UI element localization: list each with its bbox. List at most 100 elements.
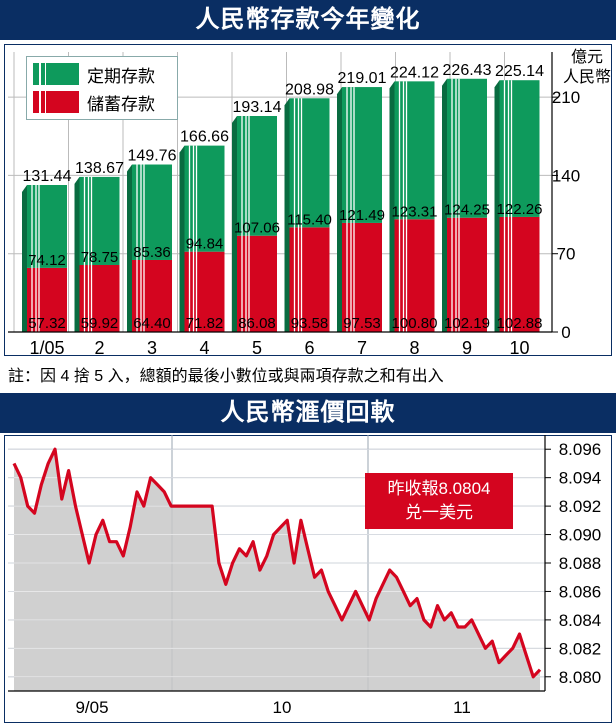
bar-ytick-label: 70 <box>557 245 576 264</box>
bar-ytick-label: 0 <box>561 323 570 342</box>
bar-fixed-label: 123.31 <box>392 203 438 220</box>
bar-savings-label: 97.53 <box>343 315 381 332</box>
bar-side-face <box>127 164 132 332</box>
bar-fixed-segment <box>342 87 382 223</box>
bar-side-face <box>179 145 185 332</box>
deposit-bar-chart: 070140210億元人民幣131.4474.1257.321/05138.67… <box>8 48 611 358</box>
bar-savings-segment <box>289 227 330 332</box>
bar-total-label: 224.12 <box>390 64 439 81</box>
bar-category-label: 2 <box>94 338 104 358</box>
fx-callout-line1: 昨收報8.0804 <box>387 479 491 498</box>
deposit-chart-title: 人民幣存款今年變化 <box>0 0 616 40</box>
legend-item-savings: 儲蓄存款 <box>33 89 155 115</box>
bar-fixed-label: 124.25 <box>444 202 490 219</box>
bar-savings-label: 100.80 <box>392 315 438 332</box>
bar-ytick-label: 210 <box>552 88 580 107</box>
bar-fixed-label: 94.84 <box>186 236 224 253</box>
deposit-panel: 人民幣存款今年變化 0 70 140 210 億元 人民幣 131.44 74.12 57.32… <box>0 0 616 385</box>
bar-fixed-segment <box>27 185 67 268</box>
fx-ytick-label: 8.094 <box>559 469 602 488</box>
bar-side-face <box>337 87 342 332</box>
bar-savings-segment <box>79 264 120 332</box>
legend-label-savings: 儲蓄存款 <box>87 94 155 114</box>
bar-savings-label: 59.92 <box>81 315 119 332</box>
fx-area <box>14 449 540 691</box>
bar-savings-segment <box>342 222 382 332</box>
fx-chart-title: 人民幣滙價回軟 <box>0 393 616 433</box>
bar-savings-segment <box>132 259 172 332</box>
bar-savings-segment <box>27 267 67 332</box>
fx-ytick-label: 8.096 <box>559 440 602 459</box>
bar-category-label: 10 <box>509 338 529 358</box>
bar-fixed-label: 122.26 <box>497 201 543 218</box>
fx-xtick-label: 10 <box>273 698 292 717</box>
bar-fixed-segment <box>132 164 172 260</box>
deposit-legend: 定期存款 儲蓄存款 <box>26 56 178 120</box>
bar-fixed-label: 115.40 <box>287 211 332 228</box>
bar-fixed-label: 74.12 <box>28 252 66 269</box>
bar-fixed-label: 107.06 <box>234 220 280 237</box>
fx-ytick-label: 8.080 <box>559 668 602 687</box>
bar-savings-label: 93.58 <box>291 315 329 332</box>
bar-fixed-segment <box>499 80 540 217</box>
bar-savings-label: 57.32 <box>28 315 66 332</box>
fx-callout-line2: 兑一美元 <box>405 503 473 522</box>
fx-ytick-label: 8.084 <box>559 611 602 630</box>
fx-callout: 昨收報8.0804 兑一美元 <box>365 473 513 529</box>
bar-category-label: 3 <box>147 338 157 358</box>
bar-category-label: 8 <box>409 338 419 358</box>
bar-savings-segment <box>394 219 435 332</box>
bar-fixed-label: 78.75 <box>81 249 119 266</box>
fx-xtick-label: 11 <box>453 698 471 717</box>
bar-savings-label: 64.40 <box>133 315 171 332</box>
bar-savings-segment <box>184 251 225 332</box>
bar-ytick-label: 140 <box>552 166 580 185</box>
bar-savings-label: 71.82 <box>186 315 224 332</box>
bar-side-face <box>494 80 500 332</box>
bar-total-label: 138.67 <box>75 160 124 177</box>
bar-total-label: 226.43 <box>443 62 492 79</box>
bar-savings-label: 102.19 <box>444 315 490 332</box>
fx-panel: 人民幣滙價回軟 8.080 8.082 8.084 8.086 8.088 8.090 8.… <box>0 393 616 724</box>
bar-side-face <box>232 115 237 332</box>
fx-ytick-label: 8.088 <box>559 554 602 573</box>
fx-ytick-label: 8.086 <box>559 582 602 601</box>
bar-savings-segment <box>499 216 540 332</box>
bar-fixed-segment <box>289 98 330 228</box>
bar-total-label: 219.01 <box>338 70 387 87</box>
bar-category-label: 7 <box>357 338 367 358</box>
bar-category-label: 6 <box>304 338 314 358</box>
bar-fixed-segment <box>79 176 120 265</box>
bar-total-label: 193.14 <box>233 99 282 116</box>
bar-fixed-segment <box>394 81 435 220</box>
bar-total-label: 131.44 <box>23 168 72 185</box>
legend-swatch-savings <box>33 91 79 113</box>
bar-total-label: 149.76 <box>128 148 177 165</box>
legend-label-fixed: 定期存款 <box>87 66 155 86</box>
bar-savings-segment <box>237 235 277 332</box>
bar-unit-line2: 人民幣 <box>563 68 611 86</box>
bar-fixed-segment <box>237 115 277 236</box>
bar-savings-label: 102.88 <box>497 315 543 332</box>
bar-category-label: 5 <box>252 338 262 358</box>
bar-savings-label: 86.08 <box>238 315 276 332</box>
bar-category-label: 9 <box>462 338 472 358</box>
bar-side-face <box>442 78 447 332</box>
bar-total-label: 225.14 <box>495 63 544 80</box>
bar-fixed-segment <box>184 145 225 252</box>
legend-swatch-fixed <box>33 63 79 85</box>
fx-rate-line <box>12 447 542 679</box>
fx-line-chart: 8.080 8.082 8.084 8.086 8.088 8.090 8.092 8.094… <box>8 435 602 717</box>
bar-side-face <box>389 81 395 333</box>
bar-fixed-label: 85.36 <box>133 244 171 261</box>
bar-category-label: 4 <box>199 338 209 358</box>
fx-xtick-label: 9/05 <box>75 698 108 717</box>
bar-side-face <box>74 176 80 332</box>
bar-fixed-label: 121.49 <box>339 207 385 224</box>
bar-side-face <box>284 98 290 332</box>
legend-item-fixed: 定期存款 <box>33 61 155 87</box>
fx-ytick-label: 8.092 <box>559 497 602 516</box>
fx-ytick-label: 8.090 <box>559 526 602 545</box>
bar-total-label: 166.66 <box>180 129 229 146</box>
bar-total-label: 208.98 <box>285 81 334 98</box>
